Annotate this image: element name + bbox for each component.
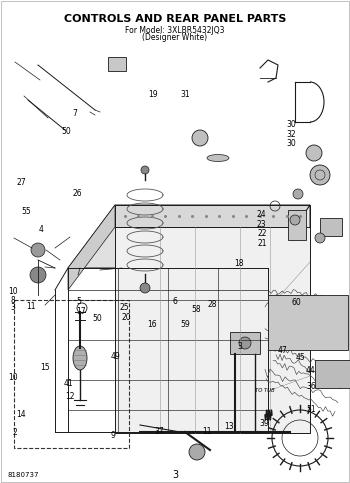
Circle shape [30, 267, 46, 283]
Bar [108, 57, 126, 71]
Ellipse shape [207, 155, 229, 161]
Circle shape [315, 233, 325, 243]
Polygon shape [115, 227, 310, 433]
Text: 10: 10 [8, 373, 18, 382]
Bar [14, 300, 129, 448]
Text: 7: 7 [72, 109, 77, 117]
Text: 50: 50 [62, 127, 71, 136]
Text: 11: 11 [26, 302, 36, 311]
Text: 41: 41 [63, 379, 73, 387]
Text: 51: 51 [306, 405, 316, 414]
Circle shape [293, 189, 303, 199]
Polygon shape [68, 205, 115, 290]
Polygon shape [115, 205, 310, 227]
Text: 45: 45 [295, 353, 305, 362]
Text: 20: 20 [122, 313, 132, 322]
Bar [315, 360, 350, 388]
Bar [230, 332, 260, 354]
Text: CONTROLS AND REAR PANEL PARTS: CONTROLS AND REAR PANEL PARTS [64, 14, 286, 24]
Text: 44: 44 [306, 367, 316, 375]
Text: 36: 36 [306, 382, 316, 391]
Text: 15: 15 [40, 363, 50, 371]
Text: 58: 58 [191, 305, 201, 313]
Text: 3: 3 [11, 303, 16, 312]
Circle shape [310, 165, 330, 185]
Circle shape [192, 130, 208, 146]
Text: 3: 3 [172, 470, 178, 480]
Text: 6: 6 [173, 297, 177, 306]
Text: 4: 4 [39, 226, 44, 234]
Text: 31: 31 [181, 90, 190, 99]
Circle shape [189, 444, 205, 460]
Text: (Designer White): (Designer White) [142, 33, 208, 42]
Text: 8: 8 [11, 296, 16, 305]
Text: 16: 16 [147, 320, 157, 329]
Circle shape [31, 243, 45, 257]
Text: 47: 47 [277, 346, 287, 355]
Circle shape [141, 166, 149, 174]
Text: 39: 39 [259, 419, 269, 427]
Text: 49: 49 [111, 352, 120, 361]
Text: 50: 50 [92, 314, 102, 323]
Polygon shape [268, 205, 310, 290]
Text: 8180737: 8180737 [8, 472, 40, 478]
Text: 12: 12 [65, 392, 75, 400]
Text: 13: 13 [224, 422, 234, 430]
Text: 19: 19 [148, 90, 158, 99]
Text: 17: 17 [76, 307, 86, 316]
Text: 3: 3 [238, 342, 243, 351]
Polygon shape [68, 205, 310, 268]
Text: 30: 30 [286, 120, 296, 129]
Text: 24: 24 [257, 210, 267, 219]
Text: 18: 18 [234, 259, 244, 268]
Text: 27: 27 [16, 178, 26, 187]
Ellipse shape [73, 346, 87, 370]
Text: 5: 5 [77, 297, 82, 306]
Text: 21: 21 [257, 239, 267, 248]
Bar [320, 218, 342, 236]
Text: 59: 59 [181, 320, 190, 329]
Text: 30: 30 [286, 140, 296, 148]
Text: 2: 2 [12, 428, 17, 437]
Bar [268, 295, 348, 350]
Circle shape [239, 337, 251, 349]
Text: 60: 60 [292, 298, 302, 307]
Text: 28: 28 [207, 300, 217, 309]
Bar [288, 210, 306, 240]
Text: 11: 11 [202, 427, 212, 436]
Polygon shape [268, 205, 310, 433]
Circle shape [290, 215, 300, 225]
Text: 55: 55 [21, 207, 31, 216]
Text: TO TUB: TO TUB [255, 387, 275, 393]
Circle shape [306, 145, 322, 161]
Text: 32: 32 [286, 130, 296, 139]
Text: For Model: 3XLBR5432JQ3: For Model: 3XLBR5432JQ3 [125, 26, 225, 35]
Text: 10: 10 [8, 287, 18, 296]
Text: 26: 26 [72, 189, 82, 198]
Text: 23: 23 [257, 220, 267, 228]
Text: 37: 37 [154, 427, 164, 436]
Text: 14: 14 [16, 410, 26, 419]
Circle shape [140, 283, 150, 293]
Text: 9: 9 [110, 431, 115, 440]
Text: 22: 22 [257, 229, 267, 238]
Text: 25: 25 [119, 303, 129, 312]
